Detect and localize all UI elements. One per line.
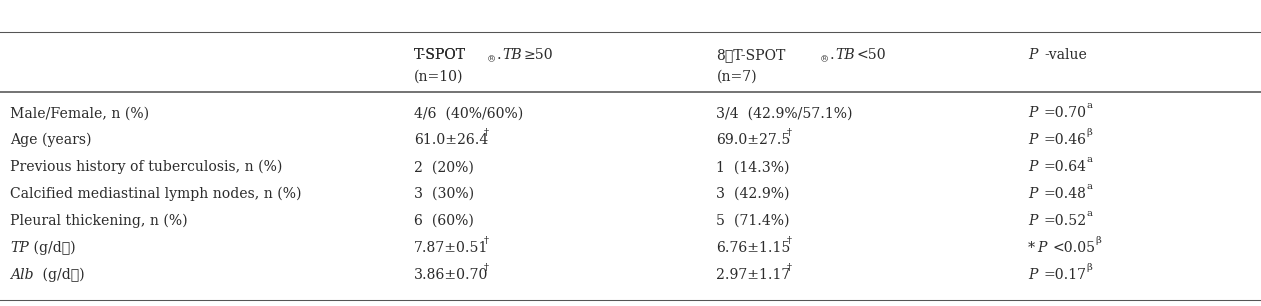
Text: †: † [787,263,792,272]
Text: β: β [1086,263,1092,272]
Text: P: P [1037,241,1047,255]
Text: a: a [1086,209,1092,218]
Text: T-SPOT: T-SPOT [414,48,465,62]
Text: 6.76±1.15: 6.76±1.15 [716,241,791,255]
Text: =0.48: =0.48 [1043,187,1086,201]
Text: †: † [484,128,489,137]
Text: TP: TP [10,241,29,255]
Text: =0.52: =0.52 [1043,214,1086,228]
Text: a: a [1086,155,1092,164]
Text: 3  (42.9%): 3 (42.9%) [716,187,789,201]
Text: 4/6  (40%/60%): 4/6 (40%/60%) [414,106,523,120]
Text: =0.64: =0.64 [1043,160,1086,174]
Text: †: † [787,236,792,245]
Text: †: † [484,236,489,245]
Text: P: P [1028,48,1037,62]
Text: ®: ® [820,55,828,64]
Text: Alb: Alb [10,268,34,282]
Text: 8≦T-SPOT: 8≦T-SPOT [716,48,786,62]
Text: TB: TB [502,48,522,62]
Text: P: P [1028,214,1037,228]
Text: <50: <50 [856,48,885,62]
Text: †: † [484,263,489,272]
Text: (n=7): (n=7) [716,69,757,84]
Text: .: . [497,48,502,62]
Text: P: P [1028,133,1037,147]
Text: 69.0±27.5: 69.0±27.5 [716,133,791,147]
Text: (g/dℓ): (g/dℓ) [29,241,76,255]
Text: =0.70: =0.70 [1043,106,1086,120]
Text: 6  (60%): 6 (60%) [414,214,473,228]
Text: =0.17: =0.17 [1043,268,1086,282]
Text: 7.87±0.51: 7.87±0.51 [414,241,488,255]
Text: <0.05: <0.05 [1052,241,1096,255]
Text: 2  (20%): 2 (20%) [414,160,473,174]
Text: a: a [1086,101,1092,110]
Text: (g/dℓ): (g/dℓ) [38,268,84,282]
Text: 5  (71.4%): 5 (71.4%) [716,214,789,228]
Text: P: P [1028,187,1037,201]
Text: P: P [1028,268,1037,282]
Text: β: β [1086,128,1092,137]
Text: P: P [1028,160,1037,174]
Text: Calcified mediastinal lymph nodes, n (%): Calcified mediastinal lymph nodes, n (%) [10,187,301,201]
Text: 3/4  (42.9%/57.1%): 3/4 (42.9%/57.1%) [716,106,852,120]
Text: Pleural thickening, n (%): Pleural thickening, n (%) [10,214,188,228]
Text: 61.0±26.4: 61.0±26.4 [414,133,488,147]
Text: Previous history of tuberculosis, n (%): Previous history of tuberculosis, n (%) [10,160,282,174]
Text: P: P [1028,106,1037,120]
Text: 2.97±1.17: 2.97±1.17 [716,268,791,282]
Text: (n=10): (n=10) [414,69,463,84]
Text: ≥50: ≥50 [523,48,552,62]
Text: TB: TB [835,48,855,62]
Text: a: a [1086,182,1092,191]
Text: T-SPOT: T-SPOT [414,48,465,62]
Text: 3  (30%): 3 (30%) [414,187,474,201]
Text: Age (years): Age (years) [10,133,92,147]
Text: 3.86±0.70: 3.86±0.70 [414,268,488,282]
Text: ®: ® [487,55,496,64]
Text: Male/Female, n (%): Male/Female, n (%) [10,106,149,120]
Text: †: † [787,128,792,137]
Text: 1  (14.3%): 1 (14.3%) [716,160,789,174]
Text: β: β [1095,236,1101,245]
Text: *: * [1028,241,1035,255]
Text: .: . [830,48,835,62]
Text: -value: -value [1044,48,1087,62]
Text: =0.46: =0.46 [1043,133,1086,147]
